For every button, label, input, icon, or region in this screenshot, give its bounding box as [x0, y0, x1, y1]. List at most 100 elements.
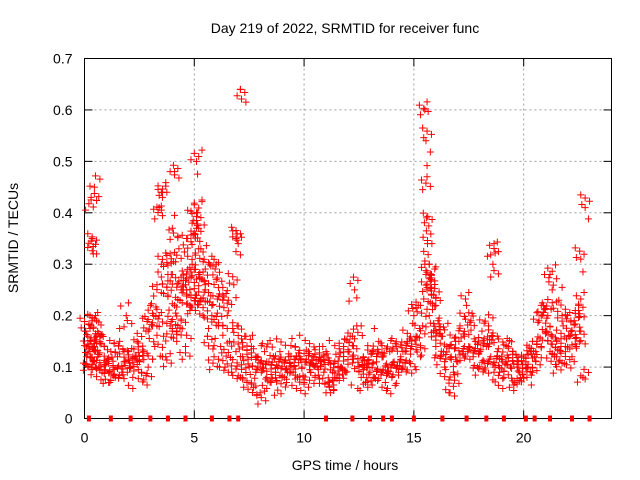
data-point: [94, 353, 102, 361]
data-point: [549, 369, 557, 377]
data-point: [491, 249, 499, 257]
data-point: [436, 323, 444, 331]
data-point: [175, 245, 183, 253]
data-point: [160, 362, 168, 370]
data-point: [82, 206, 90, 214]
data-point: [191, 265, 199, 273]
data-point: [409, 305, 417, 313]
data-point: [546, 323, 554, 331]
axis-ticks: 0 0.1 0.2 0.3 0.4 0.5 0.6 0.7 0 5 10 15 20: [53, 51, 612, 446]
data-point: [133, 337, 141, 345]
data-point: [84, 244, 92, 252]
data-point: [288, 381, 296, 389]
data-point: [490, 244, 498, 252]
data-point: [421, 106, 429, 114]
data-point: [172, 274, 180, 282]
data-point: [207, 292, 215, 300]
data-point: [96, 349, 104, 357]
data-point: [486, 241, 494, 249]
data-point: [553, 298, 561, 306]
data-point: [87, 237, 95, 245]
data-point: [308, 357, 316, 365]
data-point: [200, 288, 208, 296]
data-point: [409, 319, 417, 327]
data-point: [234, 340, 242, 348]
data-point: [164, 293, 172, 301]
data-point: [426, 148, 434, 156]
data-point: [138, 368, 146, 376]
data-point: [528, 364, 536, 372]
data-point: [110, 339, 118, 347]
data-point: [444, 319, 452, 327]
data-point: [199, 304, 207, 312]
data-point: [509, 350, 517, 358]
data-point: [218, 312, 226, 320]
data-point: [369, 342, 377, 350]
data-point: [500, 368, 508, 376]
data-point: [223, 312, 231, 320]
data-point: [453, 357, 461, 365]
data-point: [184, 300, 192, 308]
data-point: [139, 346, 147, 354]
data-point: [470, 335, 478, 343]
data-point: [461, 315, 469, 323]
data-point: [441, 341, 449, 349]
data-point: [319, 374, 327, 382]
y-tick-label: 0.4: [53, 205, 73, 221]
data-point: [354, 358, 362, 366]
data-point: [278, 372, 286, 380]
data-point: [336, 349, 344, 357]
data-point: [120, 323, 128, 331]
data-point: [365, 356, 373, 364]
data-point: [153, 305, 161, 313]
data-point: [187, 293, 195, 301]
data-point: [184, 244, 192, 252]
data-point: [415, 101, 423, 109]
data-point: [267, 379, 275, 386]
data-point: [470, 322, 478, 330]
data-point: [460, 327, 468, 335]
data-point: [368, 364, 376, 372]
data-point: [174, 164, 182, 172]
data-point: [213, 274, 221, 282]
data-point: [555, 358, 563, 366]
bottom-marker: [183, 415, 188, 422]
data-point: [423, 214, 431, 222]
data-point: [320, 368, 328, 376]
data-point: [179, 271, 187, 279]
data-point: [240, 357, 248, 365]
data-point: [140, 324, 148, 332]
data-point: [576, 247, 584, 255]
data-point: [519, 365, 527, 373]
data-point: [543, 327, 551, 335]
data-point: [465, 289, 473, 297]
data-point: [277, 390, 285, 398]
data-point: [435, 314, 443, 322]
data-point: [418, 263, 426, 271]
data-point: [547, 331, 555, 339]
data-point: [336, 363, 344, 371]
data-point: [420, 104, 428, 112]
data-point: [544, 264, 552, 272]
data-point: [82, 360, 90, 368]
bottom-marker: [532, 415, 537, 422]
data-point: [506, 363, 514, 371]
data-point: [268, 358, 276, 366]
data-point: [83, 331, 91, 339]
data-point: [543, 354, 551, 362]
data-point: [95, 193, 103, 201]
data-point: [119, 371, 127, 379]
data-point: [178, 231, 186, 239]
data-point: [176, 324, 184, 332]
data-point: [177, 286, 185, 294]
data-point: [139, 378, 147, 386]
data-point: [561, 352, 569, 360]
data-point: [544, 312, 552, 320]
data-point: [178, 355, 186, 363]
data-point: [382, 387, 390, 394]
data-point: [581, 340, 589, 348]
data-point: [93, 197, 101, 205]
data-point: [527, 371, 535, 379]
data-point: [97, 376, 105, 384]
data-point: [160, 289, 168, 297]
